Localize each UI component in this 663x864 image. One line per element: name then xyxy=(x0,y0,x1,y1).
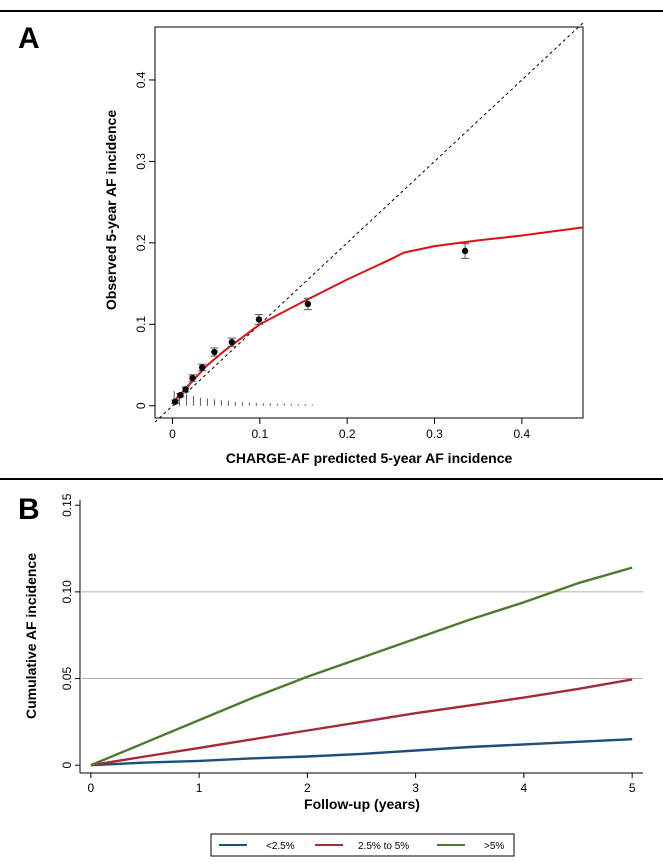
panel-a: A 0 0.1 0.2 0.3 0.4 0 0.1 0.2 0.3 0.4 CHARGE-AF … xyxy=(18,22,584,466)
panel-b-x-tick-label: 1 xyxy=(196,781,203,795)
panel-b-y-tick-label: 0.05 xyxy=(60,667,74,691)
data-point xyxy=(461,247,469,255)
reference-diagonal-line xyxy=(154,22,584,423)
panel-a-x-axis-title: CHARGE-AF predicted 5-year AF incidence xyxy=(226,450,513,466)
panel-a-plot-area xyxy=(154,22,584,423)
data-point xyxy=(211,348,218,356)
data-point xyxy=(198,364,206,371)
data-point xyxy=(228,339,236,346)
data-point xyxy=(177,391,184,399)
panel-b: B 0 1 2 3 4 5 0 0.05 0.10 0.15 Follow-up (years)… xyxy=(18,493,643,857)
panel-a-y-ticks: 0 0.1 0.2 0.3 0.4 xyxy=(134,71,155,409)
panel-b-y-axis-title: Cumulative AF incidence xyxy=(23,553,39,719)
panel-b-x-ticks: 0 1 2 3 4 5 xyxy=(87,773,636,795)
panel-a-y-tick-label: 0.3 xyxy=(134,153,148,170)
legend-label-high: >5% xyxy=(484,841,504,852)
panel-a-y-axis-title: Observed 5-year AF incidence xyxy=(103,110,119,310)
panel-b-y-tick-label: 0 xyxy=(60,762,74,769)
panel-b-y-tick-label: 0.15 xyxy=(60,493,74,517)
data-point xyxy=(189,374,196,382)
panel-a-y-tick-label: 0 xyxy=(134,402,148,409)
panel-b-x-tick-label: 4 xyxy=(521,781,528,795)
panel-b-x-tick-label: 3 xyxy=(412,781,419,795)
panel-a-y-tick-label: 0.4 xyxy=(134,71,148,88)
panel-a-letter: A xyxy=(18,22,40,55)
data-point xyxy=(304,300,312,308)
panel-a-x-tick-label: 0.3 xyxy=(426,427,443,441)
panel-b-legend: <2.5% 2.5% to 5% >5% xyxy=(210,833,515,857)
panel-a-x-tick-label: 0.1 xyxy=(251,427,268,441)
panel-b-x-tick-label: 2 xyxy=(304,781,311,795)
panel-b-x-axis-title: Follow-up (years) xyxy=(304,796,420,812)
data-point xyxy=(171,398,179,405)
panel-a-y-tick-label: 0.1 xyxy=(134,316,148,333)
panel-b-y-tick-label: 0.10 xyxy=(60,580,74,604)
panel-b-x-tick-label: 5 xyxy=(629,781,636,795)
panel-a-x-tick-label: 0.2 xyxy=(339,427,356,441)
panel-a-x-tick-label: 0.4 xyxy=(514,427,531,441)
panel-b-letter: B xyxy=(18,493,40,526)
panel-b-x-tick-label: 0 xyxy=(87,781,94,795)
panel-b-y-ticks: 0 0.05 0.10 0.15 xyxy=(60,493,80,769)
legend-label-low: <2.5% xyxy=(266,841,295,852)
panel-a-x-tick-label: 0 xyxy=(169,427,176,441)
legend-frame xyxy=(210,833,515,857)
calibration-curve xyxy=(171,226,584,404)
data-point xyxy=(255,316,263,323)
panel-a-x-ticks: 0 0.1 0.2 0.3 0.4 xyxy=(169,418,531,441)
legend-label-mid: 2.5% to 5% xyxy=(358,841,409,852)
series-line-mid-risk xyxy=(90,678,633,767)
panel-a-y-tick-label: 0.2 xyxy=(134,234,148,251)
panel-b-plot-area xyxy=(90,566,633,767)
series-line-low-risk xyxy=(90,738,633,767)
panel-a-plot-frame xyxy=(154,26,584,419)
data-point xyxy=(182,386,189,393)
series-line-high-risk xyxy=(90,566,633,767)
panel-b-gridlines xyxy=(80,591,643,680)
